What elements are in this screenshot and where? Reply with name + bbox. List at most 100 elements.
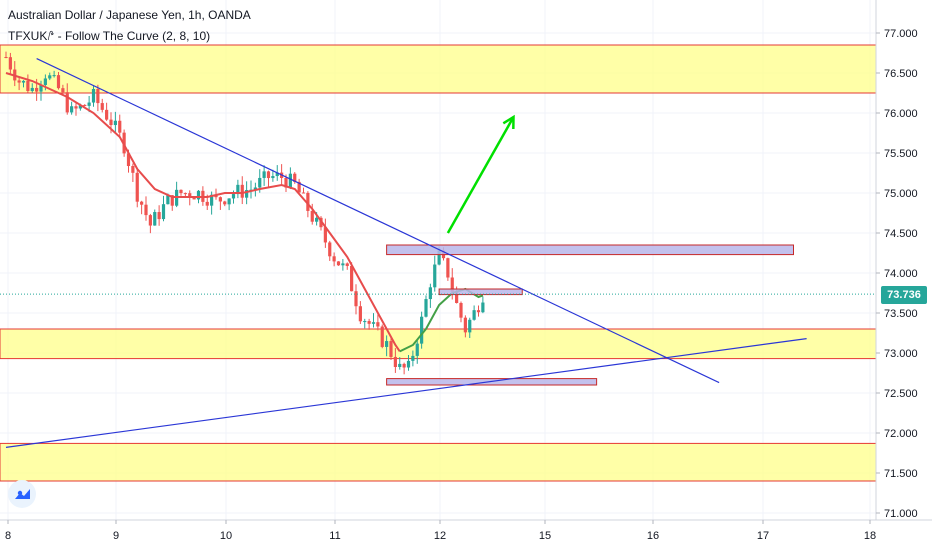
candle-body bbox=[433, 264, 437, 288]
chart-title: Australian Dollar / Japanese Yen, 1h, OA… bbox=[8, 8, 251, 22]
y-tick-label: 71.000 bbox=[884, 508, 918, 520]
candle-body bbox=[301, 192, 306, 194]
candle-body bbox=[210, 194, 214, 206]
x-tick-label: 9 bbox=[113, 530, 119, 542]
candle-body bbox=[336, 261, 341, 266]
x-tick-label: 10 bbox=[220, 530, 232, 542]
candle-body bbox=[188, 193, 192, 198]
candle-body bbox=[306, 192, 310, 211]
candle-body bbox=[468, 319, 472, 333]
candle-body bbox=[148, 215, 152, 226]
candle-body bbox=[4, 57, 8, 58]
candle-body bbox=[450, 277, 454, 292]
curve-line-red bbox=[5, 72, 401, 352]
candle-body bbox=[96, 88, 100, 104]
candle-body bbox=[43, 78, 47, 86]
price-axis-bg bbox=[876, 0, 932, 550]
candle-body bbox=[17, 80, 21, 83]
candle-body bbox=[70, 106, 74, 113]
tradingview-logo-icon[interactable] bbox=[8, 480, 36, 508]
candle-body bbox=[218, 197, 222, 202]
candle-body bbox=[35, 87, 39, 92]
candle-body bbox=[415, 343, 419, 356]
y-tick-label: 76.000 bbox=[884, 108, 918, 120]
candle-body bbox=[341, 263, 345, 266]
y-tick-label: 75.000 bbox=[884, 188, 918, 200]
candle-body bbox=[109, 119, 113, 126]
candle-body bbox=[253, 187, 257, 190]
candle-body bbox=[105, 109, 109, 120]
candle-body bbox=[170, 195, 174, 206]
candle-body bbox=[371, 322, 376, 324]
price-box bbox=[386, 244, 794, 256]
candle-body bbox=[420, 316, 424, 344]
candlestick-series bbox=[4, 51, 485, 375]
yellow-zone bbox=[0, 44, 877, 94]
candle-body bbox=[354, 291, 358, 307]
candle-body bbox=[393, 356, 397, 367]
candle-body bbox=[91, 88, 96, 103]
candle-body bbox=[437, 250, 441, 265]
y-tick-label: 74.000 bbox=[884, 268, 918, 280]
candle-body bbox=[126, 153, 131, 167]
x-tick-label: 18 bbox=[864, 530, 876, 542]
time-axis-bg bbox=[0, 520, 932, 550]
candle-body bbox=[271, 176, 275, 179]
candle-body bbox=[48, 75, 52, 79]
candle-body bbox=[30, 87, 34, 91]
x-tick-label: 8 bbox=[5, 530, 11, 542]
candle-body bbox=[389, 341, 393, 357]
candle-body bbox=[262, 171, 266, 178]
candle-body bbox=[131, 166, 135, 173]
candle-body bbox=[8, 57, 12, 70]
trendlines bbox=[0, 58, 876, 448]
y-tick-label: 73.000 bbox=[884, 348, 918, 360]
curve-line-green bbox=[399, 287, 484, 353]
candle-body bbox=[428, 287, 432, 300]
candle-body bbox=[446, 258, 450, 278]
yellow-zone bbox=[0, 442, 877, 482]
candle-body bbox=[275, 172, 279, 177]
candle-body bbox=[236, 184, 240, 195]
candle-body bbox=[161, 204, 166, 220]
candle-body bbox=[179, 189, 183, 194]
y-tick-label: 72.500 bbox=[884, 388, 918, 400]
candle-body bbox=[231, 194, 236, 199]
candle-body bbox=[78, 104, 82, 109]
candle-body bbox=[223, 201, 227, 205]
candle-body bbox=[21, 80, 26, 83]
arrow-shaft bbox=[446, 116, 515, 234]
candle-body bbox=[245, 190, 249, 198]
candle-body bbox=[118, 120, 122, 133]
support-resistance-zones bbox=[0, 44, 877, 482]
candle-body bbox=[144, 204, 148, 216]
candle-body bbox=[74, 106, 78, 109]
candle-body bbox=[380, 326, 384, 347]
candle-body bbox=[358, 306, 362, 322]
y-tick-label: 76.500 bbox=[884, 68, 918, 80]
candle-body bbox=[376, 322, 380, 327]
candle-body bbox=[140, 201, 144, 205]
x-tick-label: 15 bbox=[539, 530, 551, 542]
x-tick-label: 17 bbox=[757, 530, 769, 542]
yellow-zone bbox=[0, 328, 877, 360]
candle-body bbox=[315, 217, 319, 222]
y-tick-label: 71.500 bbox=[884, 468, 918, 480]
candle-body bbox=[284, 177, 288, 188]
candle-body bbox=[481, 302, 485, 313]
candle-body bbox=[297, 181, 301, 193]
candle-body bbox=[266, 171, 271, 179]
candle-body bbox=[113, 120, 117, 126]
y-tick-label: 72.000 bbox=[884, 428, 918, 440]
trendline bbox=[36, 58, 720, 384]
candle-body bbox=[26, 80, 30, 91]
candle-body bbox=[328, 242, 332, 257]
candle-body bbox=[398, 363, 402, 367]
candle-body bbox=[293, 173, 297, 182]
candle-body bbox=[166, 195, 170, 205]
candle-body bbox=[455, 291, 459, 303]
candle-body bbox=[157, 212, 161, 220]
last-price-badge: 73.736 bbox=[881, 286, 927, 304]
